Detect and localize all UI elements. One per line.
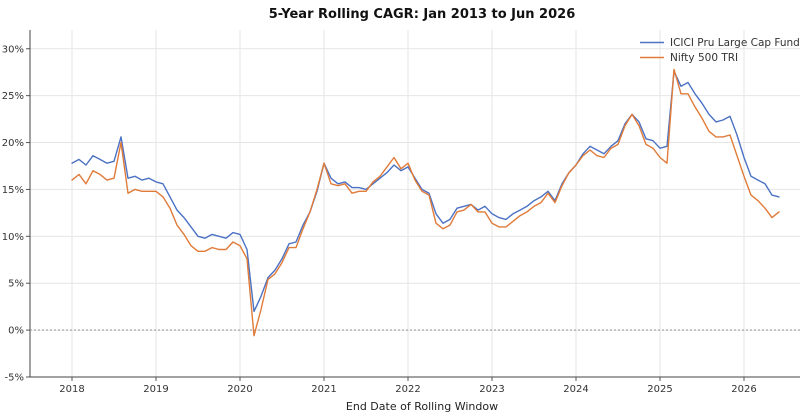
- y-tick-label: 0%: [8, 326, 24, 337]
- x-tick-label: 2025: [647, 384, 672, 395]
- axes-layer: [26, 30, 800, 381]
- x-tick-label: 2026: [731, 384, 756, 395]
- x-tick-label: 2022: [395, 384, 420, 395]
- y-tick-label: -5%: [5, 373, 24, 384]
- x-tick-label: 2021: [311, 384, 336, 395]
- x-tick-label: 2018: [59, 384, 84, 395]
- series-layer: [71, 68, 780, 337]
- y-tick-label: 15%: [2, 185, 24, 196]
- y-tick-label: 25%: [2, 91, 24, 102]
- legend-label: Nifty 500 TRI: [670, 52, 738, 64]
- legend: ICICI Pru Large Cap Fund Nifty 500 TRI: [640, 37, 800, 64]
- series-line-1: [71, 70, 780, 313]
- y-tick-label: 5%: [8, 279, 24, 290]
- y-tick-label: 30%: [2, 44, 24, 55]
- series-line-2: [71, 68, 780, 337]
- x-tick-label: 2024: [563, 384, 588, 395]
- x-tick-label: 2020: [227, 384, 252, 395]
- x-axis-label: End Date of Rolling Window: [346, 400, 498, 413]
- x-tick-label: 2023: [479, 384, 504, 395]
- tick-labels: -5% 0% 5% 10% 15% 20% 25% 30% 2018 2019 2020 2021 20…: [2, 44, 757, 395]
- y-tick-label: 10%: [2, 232, 24, 243]
- grid-layer: [30, 30, 800, 378]
- chart-title: 5-Year Rolling CAGR: Jan 2013 to Jun 202…: [269, 7, 576, 22]
- y-tick-label: 20%: [2, 138, 24, 149]
- legend-label: ICICI Pru Large Cap Fund: [670, 37, 800, 49]
- x-tick-label: 2019: [143, 384, 168, 395]
